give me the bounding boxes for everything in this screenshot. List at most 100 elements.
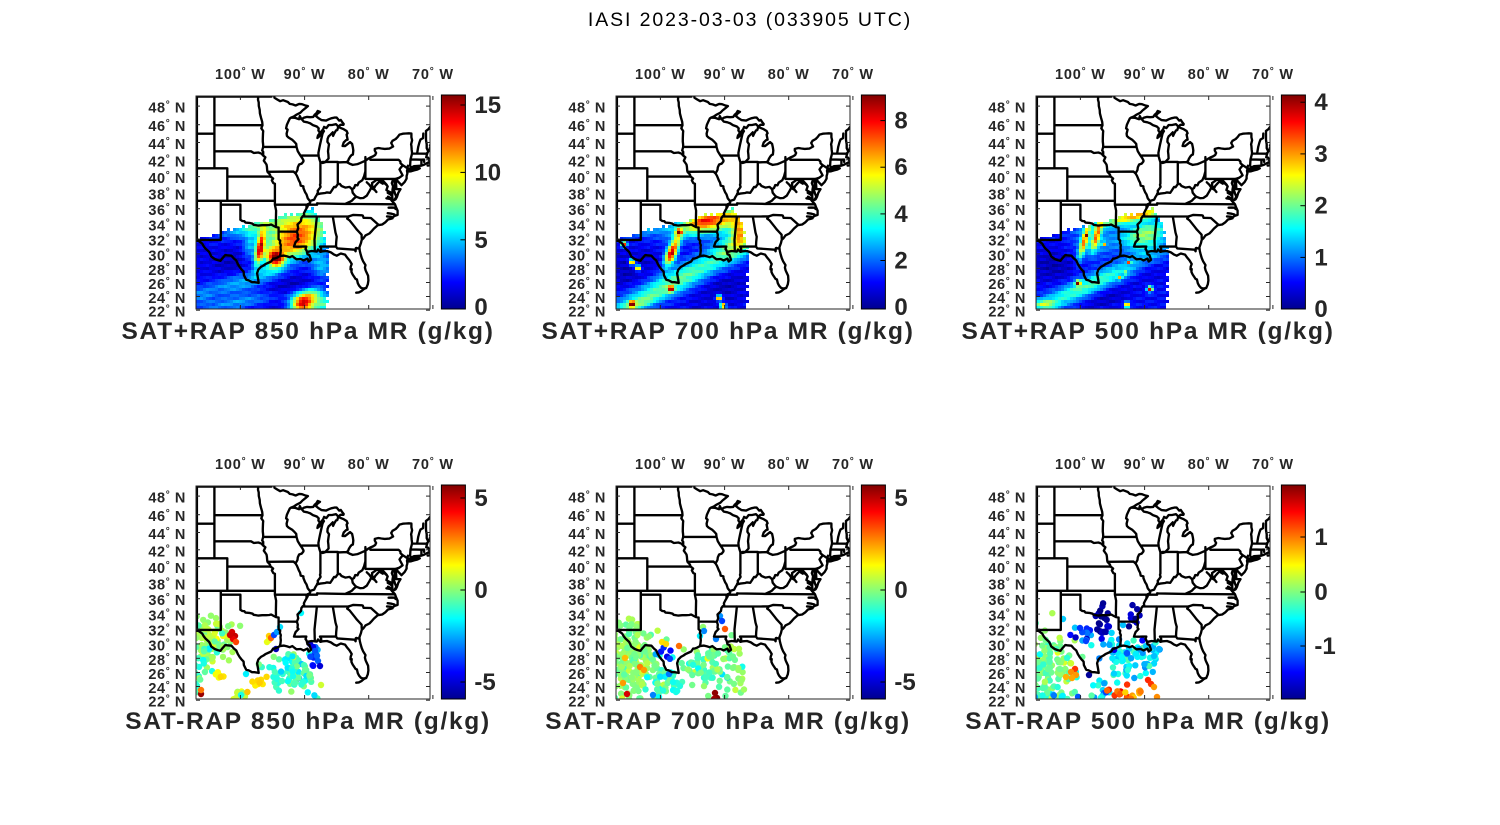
svg-text:26° N: 26° N	[148, 276, 186, 293]
svg-text:SAT+RAP 700 hPa MR (g/kg): SAT+RAP 700 hPa MR (g/kg)	[541, 318, 914, 345]
svg-text:80° W: 80° W	[768, 456, 810, 473]
svg-text:5: 5	[894, 485, 907, 512]
svg-text:70° W: 70° W	[412, 66, 454, 83]
svg-text:36° N: 36° N	[148, 202, 186, 219]
svg-text:48° N: 48° N	[568, 100, 606, 117]
svg-text:36° N: 36° N	[148, 592, 186, 609]
svg-text:SAT+RAP 500 hPa MR (g/kg): SAT+RAP 500 hPa MR (g/kg)	[961, 318, 1334, 345]
svg-text:0: 0	[474, 577, 487, 604]
svg-text:5: 5	[474, 485, 487, 512]
svg-text:44° N: 44° N	[148, 136, 186, 153]
svg-text:36° N: 36° N	[568, 202, 606, 219]
svg-text:28° N: 28° N	[988, 262, 1026, 279]
svg-text:26° N: 26° N	[148, 666, 186, 683]
svg-text:100° W: 100° W	[635, 66, 686, 83]
svg-text:22° N: 22° N	[568, 304, 606, 321]
svg-text:SAT-RAP 700 hPa MR (g/kg): SAT-RAP 700 hPa MR (g/kg)	[545, 708, 911, 735]
svg-text:38° N: 38° N	[148, 576, 186, 593]
svg-text:4: 4	[894, 201, 908, 228]
svg-text:26° N: 26° N	[568, 666, 606, 683]
svg-text:90° W: 90° W	[284, 456, 326, 473]
svg-text:24° N: 24° N	[568, 680, 606, 697]
svg-text:100° W: 100° W	[215, 66, 266, 83]
svg-text:24° N: 24° N	[148, 680, 186, 697]
svg-text:30° N: 30° N	[568, 247, 606, 264]
svg-text:36° N: 36° N	[568, 592, 606, 609]
svg-text:0: 0	[474, 294, 487, 321]
svg-text:2: 2	[894, 248, 907, 275]
svg-text:32° N: 32° N	[148, 623, 186, 640]
svg-text:40° N: 40° N	[148, 170, 186, 187]
svg-text:15: 15	[474, 92, 501, 119]
svg-text:10: 10	[474, 159, 501, 186]
svg-text:70° W: 70° W	[832, 66, 874, 83]
svg-text:46° N: 46° N	[148, 508, 186, 525]
svg-text:48° N: 48° N	[148, 490, 186, 507]
svg-text:28° N: 28° N	[568, 652, 606, 669]
svg-text:26° N: 26° N	[568, 276, 606, 293]
svg-text:90° W: 90° W	[1124, 66, 1166, 83]
svg-text:80° W: 80° W	[348, 66, 390, 83]
svg-text:34° N: 34° N	[568, 218, 606, 235]
svg-text:46° N: 46° N	[568, 118, 606, 135]
svg-text:42° N: 42° N	[148, 543, 186, 560]
svg-text:IASI 2023-03-03 (033905 UTC): IASI 2023-03-03 (033905 UTC)	[588, 9, 912, 31]
svg-text:90° W: 90° W	[704, 66, 746, 83]
svg-text:22° N: 22° N	[988, 304, 1026, 321]
svg-text:100° W: 100° W	[215, 456, 266, 473]
svg-text:46° N: 46° N	[568, 508, 606, 525]
svg-text:38° N: 38° N	[988, 186, 1026, 203]
svg-text:30° N: 30° N	[148, 247, 186, 264]
svg-text:4: 4	[1314, 89, 1328, 116]
svg-text:SAT-RAP 850 hPa MR (g/kg): SAT-RAP 850 hPa MR (g/kg)	[125, 708, 491, 735]
svg-text:80° W: 80° W	[768, 66, 810, 83]
svg-text:0: 0	[1314, 296, 1327, 323]
svg-text:40° N: 40° N	[568, 170, 606, 187]
svg-text:-5: -5	[474, 669, 495, 696]
svg-text:24° N: 24° N	[568, 290, 606, 307]
svg-text:2: 2	[1314, 193, 1327, 220]
svg-text:70° W: 70° W	[412, 456, 454, 473]
svg-text:38° N: 38° N	[568, 186, 606, 203]
svg-text:SAT+RAP 850 hPa MR (g/kg): SAT+RAP 850 hPa MR (g/kg)	[121, 318, 494, 345]
svg-text:32° N: 32° N	[988, 233, 1026, 250]
svg-text:70° W: 70° W	[1252, 66, 1294, 83]
svg-text:5: 5	[474, 227, 487, 254]
svg-text:38° N: 38° N	[568, 576, 606, 593]
svg-text:22° N: 22° N	[568, 694, 606, 711]
svg-text:48° N: 48° N	[568, 490, 606, 507]
svg-text:34° N: 34° N	[148, 608, 186, 625]
svg-text:0: 0	[894, 577, 907, 604]
svg-text:42° N: 42° N	[568, 543, 606, 560]
svg-text:28° N: 28° N	[148, 262, 186, 279]
svg-text:32° N: 32° N	[568, 233, 606, 250]
svg-text:34° N: 34° N	[148, 218, 186, 235]
svg-text:80° W: 80° W	[1188, 66, 1230, 83]
svg-text:90° W: 90° W	[704, 456, 746, 473]
svg-text:36° N: 36° N	[988, 202, 1026, 219]
svg-text:44° N: 44° N	[568, 136, 606, 153]
svg-text:34° N: 34° N	[988, 218, 1026, 235]
svg-text:70° W: 70° W	[832, 456, 874, 473]
svg-text:30° N: 30° N	[148, 637, 186, 654]
svg-text:22° N: 22° N	[148, 694, 186, 711]
svg-text:40° N: 40° N	[988, 170, 1026, 187]
svg-text:3: 3	[1314, 141, 1327, 168]
svg-text:34° N: 34° N	[568, 608, 606, 625]
svg-text:42° N: 42° N	[568, 153, 606, 170]
svg-text:48° N: 48° N	[988, 100, 1026, 117]
svg-text:32° N: 32° N	[148, 233, 186, 250]
svg-text:44° N: 44° N	[568, 526, 606, 543]
svg-text:100° W: 100° W	[635, 456, 686, 473]
svg-text:42° N: 42° N	[988, 153, 1026, 170]
svg-text:30° N: 30° N	[988, 247, 1026, 264]
svg-text:0: 0	[894, 294, 907, 321]
svg-text:40° N: 40° N	[148, 560, 186, 577]
svg-text:48° N: 48° N	[148, 100, 186, 117]
svg-text:-5: -5	[894, 669, 915, 696]
svg-text:24° N: 24° N	[148, 290, 186, 307]
svg-text:90° W: 90° W	[284, 66, 326, 83]
svg-text:38° N: 38° N	[148, 186, 186, 203]
svg-text:44° N: 44° N	[988, 136, 1026, 153]
svg-text:44° N: 44° N	[148, 526, 186, 543]
